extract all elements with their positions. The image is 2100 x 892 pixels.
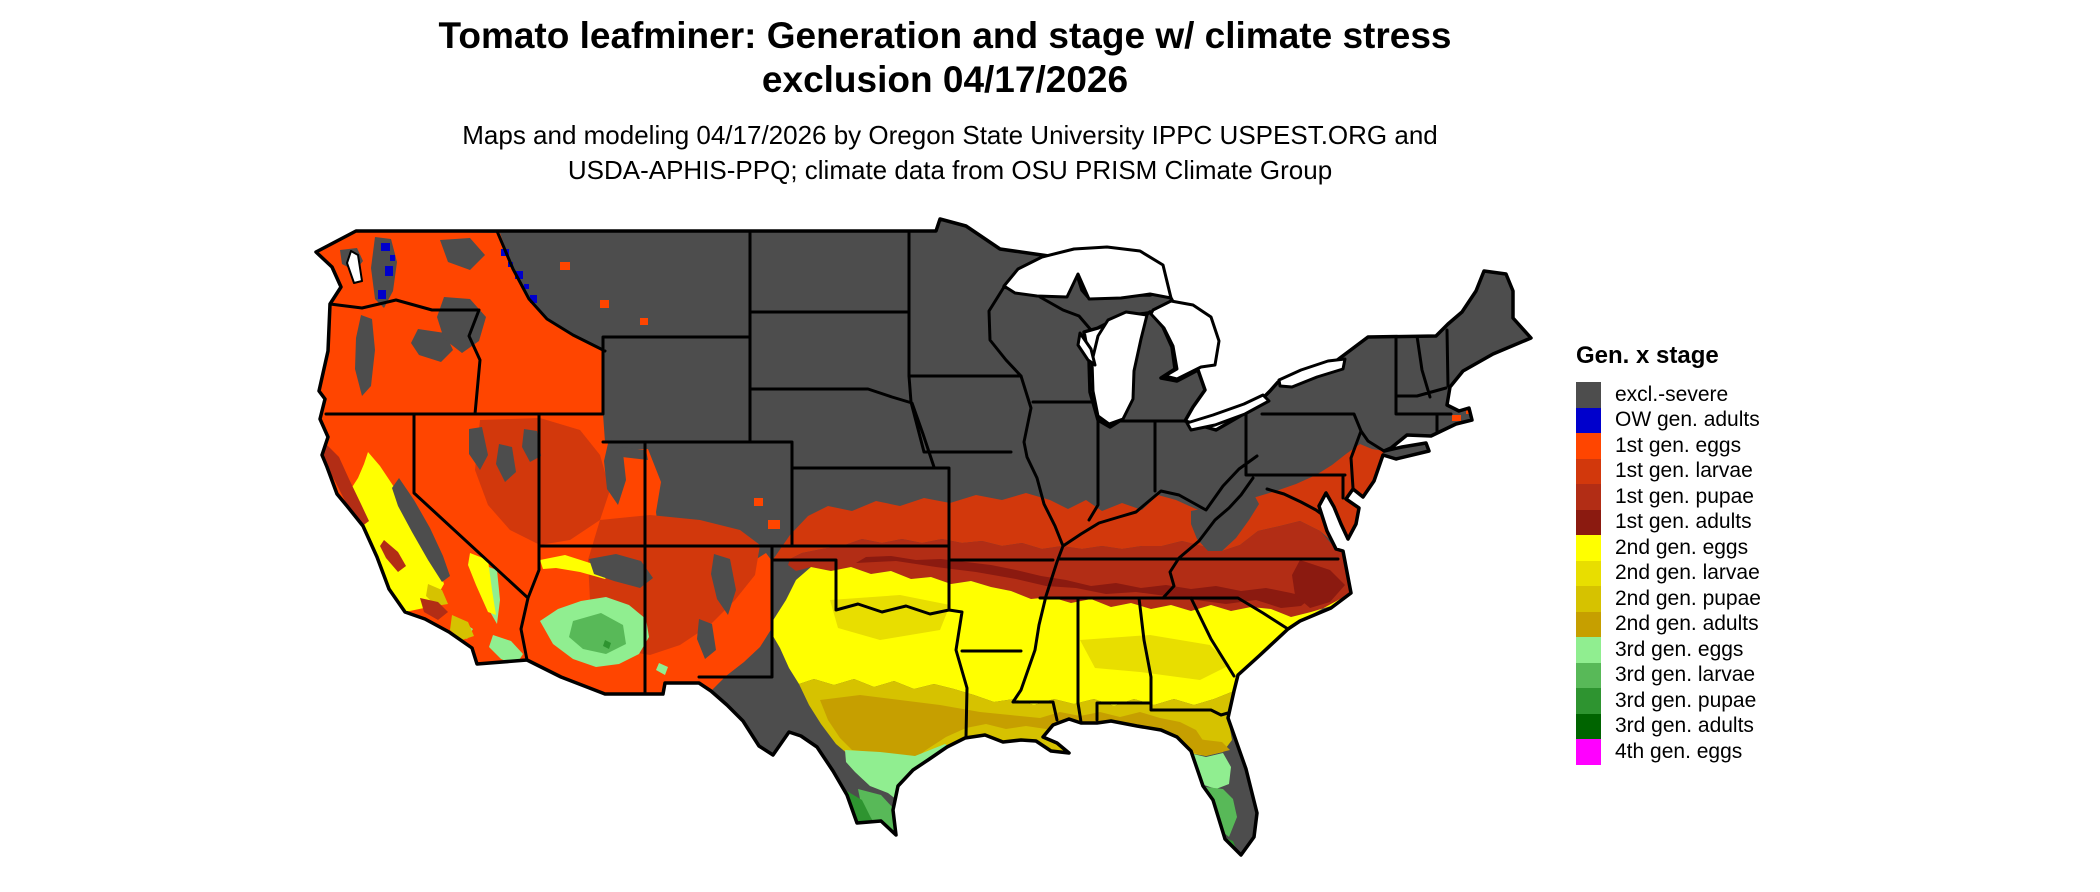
legend-label: 3rd gen. larvae xyxy=(1615,663,1756,687)
legend-swatch-icon xyxy=(1576,509,1601,535)
lake-huron xyxy=(1149,299,1221,381)
legend-swatch-icon xyxy=(1576,407,1601,433)
region-gen2-larvae-patch-se xyxy=(1080,635,1230,680)
legend-item-9: 2nd gen. adults xyxy=(1576,611,1876,637)
legend-swatch-icon xyxy=(1576,662,1601,688)
lake-superior xyxy=(1002,245,1173,301)
legend-swatch-icon xyxy=(1576,688,1601,714)
legend-title: Gen. x stage xyxy=(1576,342,1719,369)
legend-item-2: 1st gen. eggs xyxy=(1576,433,1876,459)
legend-swatch-icon xyxy=(1576,535,1601,561)
region-ca-valley-gen2-eggs xyxy=(347,452,444,612)
mountain-exclusion-blobs xyxy=(340,237,1259,659)
region-gen2-adults-core xyxy=(820,695,1206,764)
region-ca-gold-2 xyxy=(450,615,474,640)
region-gen3-larvae-stx xyxy=(858,789,896,834)
legend-label: 3rd gen. eggs xyxy=(1615,637,1744,661)
legend-item-5: 1st gen. adults xyxy=(1576,509,1876,535)
region-gen1-adults-ribbon xyxy=(856,556,1311,608)
legend-item-7: 2nd gen. larvae xyxy=(1576,560,1876,586)
legend-swatch-icon xyxy=(1576,637,1601,663)
legend-label: 2nd gen. larvae xyxy=(1615,561,1760,585)
legend-swatch-icon xyxy=(1576,586,1601,612)
subtitle-line-2: USDA-APHIS-PPQ; climate data from OSU PR… xyxy=(567,155,1333,185)
legend-item-0: excl.-severe xyxy=(1576,382,1876,408)
legend-item-10: 3rd gen. eggs xyxy=(1576,637,1876,663)
legend-swatch-icon xyxy=(1576,560,1601,586)
green-bay xyxy=(1076,331,1097,367)
region-gen3-pupae-az xyxy=(603,640,611,649)
great-lakes xyxy=(346,245,1347,432)
region-gen3-eggs-stx xyxy=(845,744,952,800)
legend-item-6: 2nd gen. eggs xyxy=(1576,535,1876,561)
title-line-1: Tomato leafminer: Generation and stage w… xyxy=(438,15,1452,56)
lake-erie xyxy=(1185,393,1271,432)
legend-swatch-icon xyxy=(1576,739,1601,765)
legend-label: OW gen. adults xyxy=(1615,408,1760,432)
region-gen2-larvae-patch-tx xyxy=(830,595,950,640)
legend-label: 1st gen. larvae xyxy=(1615,459,1753,483)
legend-item-3: 1st gen. larvae xyxy=(1576,458,1876,484)
legend-swatch-icon xyxy=(1576,611,1601,637)
region-ca-islands-1 xyxy=(406,625,414,630)
region-gen3-adults-keys xyxy=(1246,858,1253,865)
legend-item-14: 4th gen. eggs xyxy=(1576,739,1876,765)
lake-michigan xyxy=(1090,310,1149,426)
legend-item-1: OW gen. adults xyxy=(1576,407,1876,433)
legend-items: excl.-severe OW gen. adults 1st gen. eggs 1… xyxy=(1576,382,1876,765)
region-ca-santalucia xyxy=(380,540,406,572)
subtitle-line-1: Maps and modeling 04/17/2026 by Oregon S… xyxy=(462,120,1438,150)
title-line-2: exclusion 04/17/2026 xyxy=(761,59,1129,100)
legend-item-4: 1st gen. pupae xyxy=(1576,484,1876,510)
legend-item-8: 2nd gen. pupae xyxy=(1576,586,1876,612)
region-ca-gold-1 xyxy=(426,584,448,606)
legend-swatch-icon xyxy=(1576,713,1601,739)
legend-label: 3rd gen. adults xyxy=(1615,714,1754,738)
legend-label: 1st gen. eggs xyxy=(1615,433,1742,457)
legend-swatch-icon xyxy=(1576,433,1601,459)
page-title: Tomato leafminer: Generation and stage w… xyxy=(0,14,1890,102)
region-ca-islands-2 xyxy=(425,640,432,645)
legend-label: 2nd gen. pupae xyxy=(1615,586,1761,610)
legend-item-11: 3rd gen. larvae xyxy=(1576,662,1876,688)
legend-label: 3rd gen. pupae xyxy=(1615,688,1757,712)
state-borders xyxy=(324,229,1453,739)
legend-label: 1st gen. pupae xyxy=(1615,484,1754,508)
page-subtitle: Maps and modeling 04/17/2026 by Oregon S… xyxy=(0,118,1900,188)
region-nv-yellow-sliver xyxy=(468,553,496,615)
region-gen3-eggs-nm xyxy=(656,663,668,675)
legend-swatch-icon xyxy=(1576,382,1601,408)
legend-label: excl.-severe xyxy=(1615,382,1729,406)
legend-item-13: 3rd gen. adults xyxy=(1576,713,1876,739)
region-gen3-larvae-az xyxy=(569,613,626,654)
legend-label: 1st gen. adults xyxy=(1615,510,1752,534)
legend-label: 2nd gen. adults xyxy=(1615,612,1759,636)
legend-swatch-icon xyxy=(1576,458,1601,484)
map-layers xyxy=(316,219,1531,876)
legend-item-12: 3rd gen. pupae xyxy=(1576,688,1876,714)
legend-label: 2nd gen. eggs xyxy=(1615,535,1749,559)
legend: Gen. x stage excl.-severe OW gen. adults 1… xyxy=(1576,342,1876,765)
legend-label: 4th gen. eggs xyxy=(1615,739,1743,763)
region-gen1-adults-nc-coast xyxy=(1292,560,1345,608)
legend-swatch-icon xyxy=(1576,484,1601,510)
puget-sound xyxy=(346,250,363,284)
region-gen3-eggs-socal xyxy=(489,635,523,665)
lake-ontario xyxy=(1277,357,1347,389)
red-speckles xyxy=(560,262,1472,529)
region-ca-coast-gen1-pupae xyxy=(323,443,369,527)
region-ca-transverse xyxy=(420,598,448,620)
gen4-eggs-keys xyxy=(1222,866,1258,876)
region-ca-islands-3 xyxy=(443,648,449,652)
